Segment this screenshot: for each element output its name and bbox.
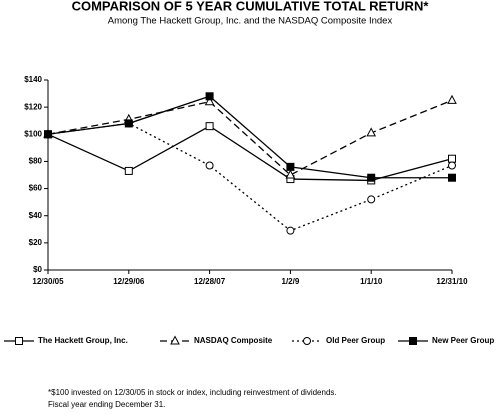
marker — [447, 94, 457, 104]
marker — [124, 166, 133, 175]
legend-marker — [409, 337, 417, 345]
chart-title: COMPARISON OF 5 YEAR CUMULATIVE TOTAL RE… — [72, 0, 430, 13]
marker — [124, 119, 133, 128]
footnote: Fiscal year ending December 31. — [48, 400, 165, 409]
marker — [205, 122, 214, 131]
marker — [448, 154, 456, 163]
legend-label: New Peer Group — [432, 336, 494, 345]
x-tick-label: 12/28/07 — [194, 277, 226, 286]
marker — [448, 161, 456, 170]
marker — [448, 173, 456, 182]
marker — [204, 96, 215, 106]
marker — [367, 195, 376, 204]
legend-marker — [170, 335, 180, 345]
marker — [286, 226, 295, 235]
y-tick-label: $40 — [29, 211, 43, 220]
legend-label: The Hackett Group, Inc. — [38, 336, 128, 345]
marker — [366, 127, 377, 137]
marker — [44, 130, 52, 139]
y-tick-label: $20 — [29, 238, 43, 247]
x-tick-label: 12/31/10 — [436, 277, 468, 286]
chart-subtitle: Among The Hackett Group, Inc. and the NA… — [108, 16, 393, 27]
legend-marker — [303, 337, 311, 345]
footnote: *$100 invested on 12/30/05 in stock or i… — [48, 388, 337, 397]
marker — [205, 92, 214, 101]
y-tick-label: $0 — [33, 265, 42, 274]
y-tick-label: $60 — [29, 184, 43, 193]
legend-marker — [15, 337, 23, 345]
series-line — [47, 95, 452, 179]
y-tick-label: $140 — [24, 75, 42, 84]
marker — [286, 162, 295, 171]
x-tick-label: 12/30/05 — [32, 277, 64, 286]
series-line — [47, 125, 453, 182]
series-line — [47, 122, 453, 232]
x-tick-label: 1/1/10 — [360, 277, 383, 286]
series-line — [47, 99, 453, 176]
x-tick-label: 1/2/9 — [282, 277, 300, 286]
y-tick-label: $80 — [29, 157, 43, 166]
x-tick-label: 12/29/06 — [113, 277, 145, 286]
marker — [285, 169, 296, 179]
y-tick-label: $120 — [24, 102, 42, 111]
y-tick-label: $100 — [24, 129, 42, 138]
legend-label: Old Peer Group — [326, 336, 385, 345]
legend-label: NASDAQ Composite — [194, 336, 273, 345]
marker — [367, 173, 376, 182]
marker — [205, 161, 214, 170]
